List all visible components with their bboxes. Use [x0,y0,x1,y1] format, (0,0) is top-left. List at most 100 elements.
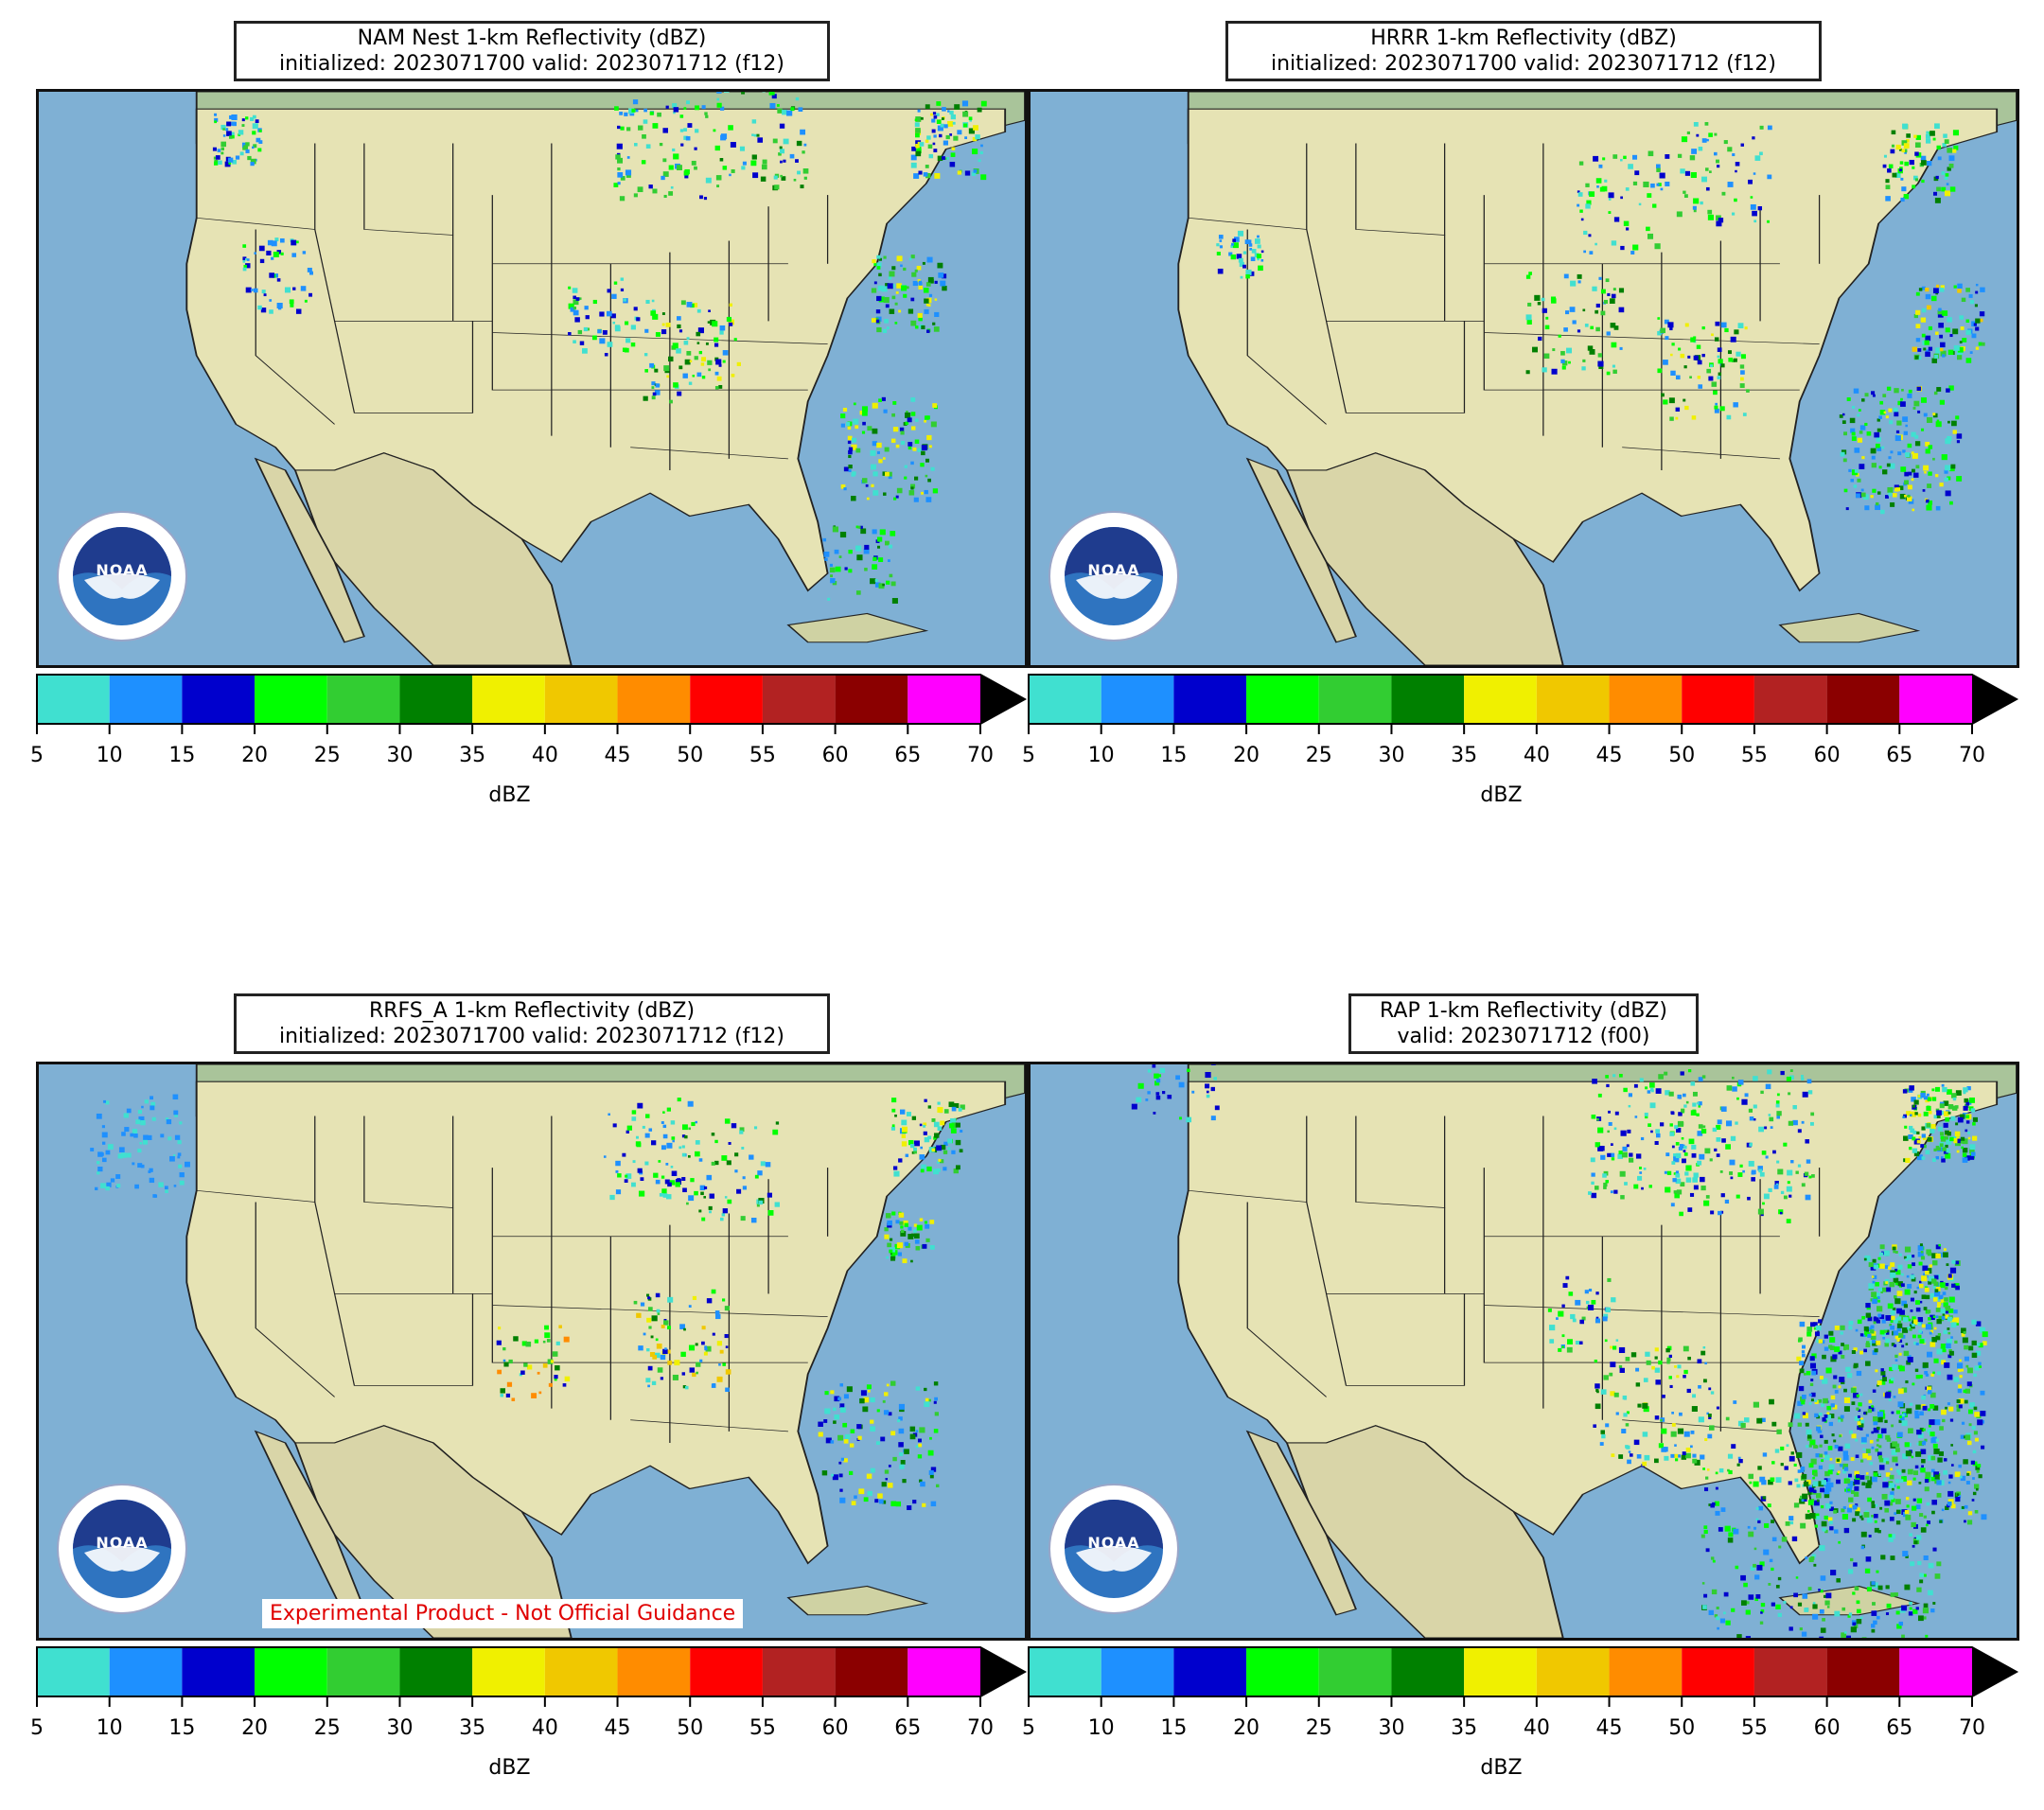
echo-cell [1946,388,1950,393]
echo-cell [651,1315,658,1322]
echo-cell [724,1118,731,1124]
echo-cell [1924,1479,1929,1484]
echo-cell [1874,1520,1877,1523]
echo-cell [1964,1520,1966,1523]
echo-cell [1847,1481,1854,1486]
echo-cell [1869,1461,1874,1466]
echo-cell [1932,1602,1936,1605]
echo-cell [241,118,245,122]
echo-cell [1771,1520,1774,1523]
echo-cell [1603,1375,1609,1380]
echo-cell [1807,1587,1812,1590]
echo-cell [653,1172,659,1178]
echo-cell [1961,1368,1964,1372]
echo-cell [1969,300,1975,305]
echo-cell [708,1205,713,1210]
echo-cell [1903,194,1910,200]
echo-cell [1838,1540,1841,1544]
echo-cell [615,154,621,160]
echo-cell [850,1429,855,1433]
panel-title: HRRR 1-km Reflectivity (dBZ) initialized:… [1225,21,1822,81]
echo-cell [838,1461,842,1465]
echo-cell [716,97,720,101]
echo-cell [1956,1493,1960,1496]
echo-cell [896,487,903,494]
echo-cell [1872,488,1877,493]
echo-cell [140,1164,145,1169]
echo-cell [1242,264,1246,269]
echo-cell [1956,440,1961,444]
echo-cell [1943,1470,1948,1475]
echo-cell [1635,1153,1642,1159]
echo-cell [1790,1160,1794,1164]
echo-cell [853,402,856,406]
echo-cell [937,1126,943,1131]
echo-cell [304,299,308,303]
echo-cell [1925,441,1930,447]
echo-cell [669,399,673,404]
echo-cell [1657,317,1661,320]
echo-cell [1819,1636,1824,1638]
echo-cell [1866,431,1872,436]
echo-cell [977,107,982,113]
echo-cell [1940,350,1947,357]
echo-cell [707,360,713,365]
echo-cell [1953,344,1960,351]
echo-cell [1611,240,1617,246]
echo-cell [1717,355,1720,359]
echo-cell [940,123,944,128]
echo-cell [709,1193,715,1199]
echo-cell [1917,348,1922,352]
echo-cell [505,1393,511,1397]
echo-cell [1753,1481,1759,1487]
echo-cell [1930,1455,1936,1461]
echo-cell [834,1396,840,1402]
echo-cell [899,1452,904,1457]
echo-cell [295,308,302,314]
echo-cell [1155,1092,1160,1096]
echo-cell [933,149,938,152]
echo-cell [1759,1171,1765,1177]
echo-cell [1713,390,1718,395]
echo-cell [1596,1390,1599,1394]
echo-cell [1718,372,1722,376]
echo-cell [1590,1157,1595,1163]
echo-cell [830,1440,835,1444]
echo-cell [1760,1090,1764,1095]
echo-cell [1153,1112,1156,1115]
state-border [363,1116,454,1208]
echo-cell [734,1152,739,1157]
echo-cell [677,391,682,396]
echo-cell [1873,1472,1878,1477]
echo-cell [1826,1405,1831,1411]
echo-cell [1709,1158,1713,1162]
echo-cell [1889,420,1894,425]
echo-cell [1929,131,1935,136]
echo-cell [1733,1400,1737,1404]
echo-cell [1880,1291,1883,1293]
echo-cell [547,1359,554,1364]
echo-cell [636,317,641,322]
echo-cell [1792,1119,1798,1126]
echo-cell [1961,1146,1964,1150]
colorbar-extend-arrow [1972,1647,2017,1696]
echo-cell [1691,1144,1697,1150]
echo-cell [1953,1309,1958,1314]
echo-cell [97,1167,103,1172]
echo-cell [554,1375,558,1379]
echo-cell [903,1220,908,1226]
echo-cell [1685,1177,1692,1183]
echo-cell [662,1193,668,1198]
colorbar-tick-label: 25 [313,1716,341,1740]
echo-cell [1881,1457,1887,1463]
echo-cell [1944,1362,1950,1368]
echo-cell [1977,1464,1982,1467]
echo-cell [706,1174,713,1181]
echo-cell [1921,1275,1928,1282]
echo-cell [1853,1347,1858,1352]
echo-cell [1904,1289,1911,1295]
colorbar-swatch [544,1647,618,1696]
echo-cell [1648,1123,1652,1128]
echo-cell [1958,1398,1965,1404]
echo-cell [1908,471,1912,476]
